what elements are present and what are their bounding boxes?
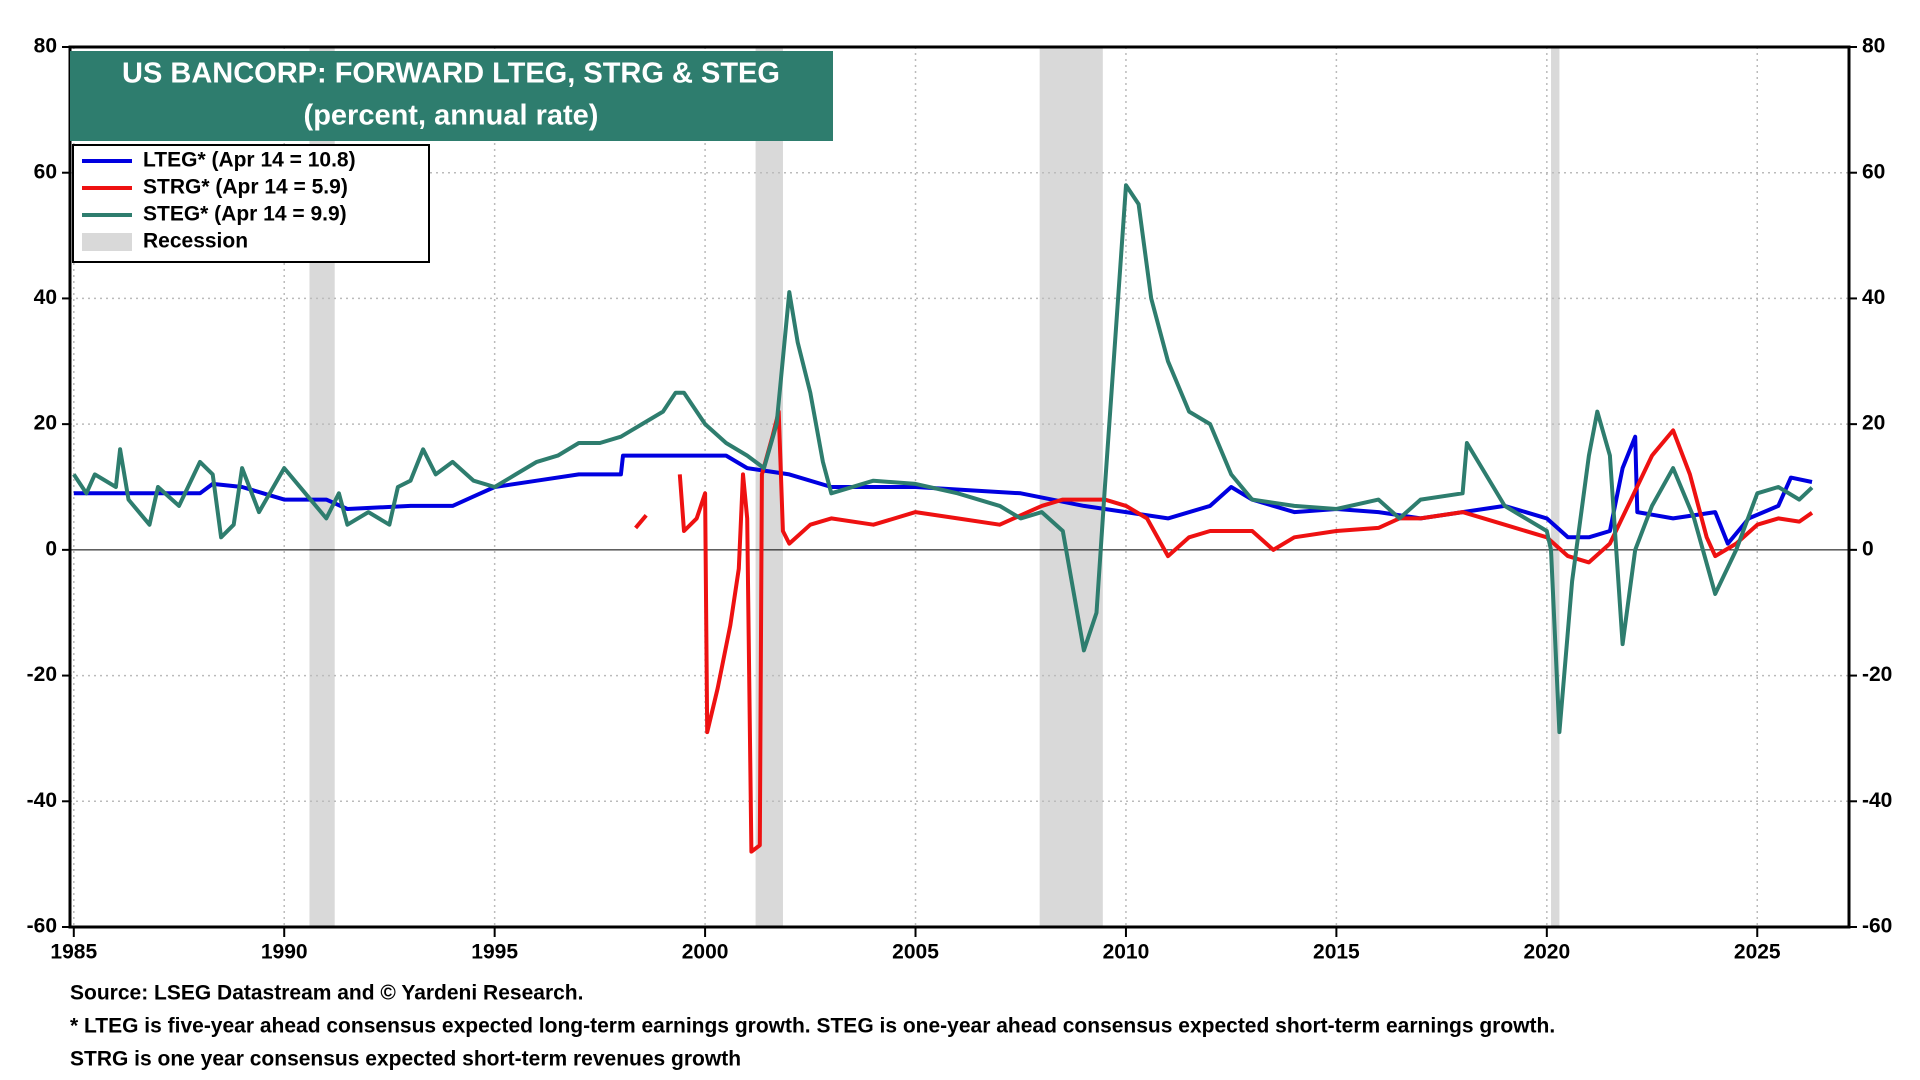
recession-band [1551, 47, 1560, 927]
title-box [70, 51, 833, 141]
plot-frame [68, 45, 1851, 929]
x-tick-label: 1995 [471, 941, 518, 964]
background-layer [70, 46, 1849, 928]
chart-subtitle: (percent, annual rate) [304, 100, 599, 132]
y2-tick-label: 20 [1862, 412, 1885, 435]
recession-band [1039, 47, 1103, 927]
y-tick-label: -60 [27, 915, 57, 938]
series-line [72, 183, 1814, 735]
source-note: Source: LSEG Datastream and © Yardeni Re… [70, 982, 583, 1005]
y-tick-label: 80 [34, 35, 57, 58]
footnote: * LTEG is five-year ahead consensus expe… [70, 1015, 1555, 1038]
y-tick-label: 0 [45, 537, 57, 560]
legend-box [72, 144, 430, 263]
y-tick-label: 20 [34, 412, 57, 435]
x-tick-label: 2015 [1313, 941, 1360, 964]
series-line [73, 434, 1813, 546]
legend-label: STEG* (Apr 14 = 9.9) [143, 203, 347, 226]
y2-tick-label: -20 [1862, 663, 1892, 686]
x-tick-label: 1990 [261, 941, 308, 964]
x-tick-label: 2025 [1734, 941, 1781, 964]
x-tick-label: 2005 [892, 941, 939, 964]
legend-label: STRG* (Apr 14 = 5.9) [143, 176, 348, 199]
legend-label: Recession [143, 230, 248, 253]
y-tick-label: -40 [27, 789, 57, 812]
legend: LTEG* (Apr 14 = 10.8) STRG* (Apr 14 = 5.9… [72, 144, 430, 263]
y-tick-label: 60 [34, 160, 57, 183]
legend-swatch [82, 233, 132, 251]
y2-tick-label: -60 [1862, 915, 1892, 938]
y2-tick-label: 0 [1862, 537, 1874, 560]
x-tick-label: 2020 [1523, 941, 1570, 964]
y2-tick-label: -40 [1862, 789, 1892, 812]
x-tick-label: 2010 [1103, 941, 1150, 964]
y-tick-label: 40 [34, 286, 57, 309]
x-tick-label: 2000 [682, 941, 729, 964]
series-line [634, 409, 1814, 854]
y-tick-label: -20 [27, 663, 57, 686]
chart-title: US BANCORP: FORWARD LTEG, STRG & STEG [122, 58, 780, 90]
y2-tick-label: 80 [1862, 35, 1885, 58]
y2-tick-label: 60 [1862, 160, 1885, 183]
legend-label: LTEG* (Apr 14 = 10.8) [143, 149, 356, 172]
footnote: STRG is one year consensus expected shor… [70, 1048, 741, 1071]
line-layer [72, 183, 1814, 854]
x-tick-label: 1985 [50, 941, 97, 964]
y2-tick-label: 40 [1862, 286, 1885, 309]
